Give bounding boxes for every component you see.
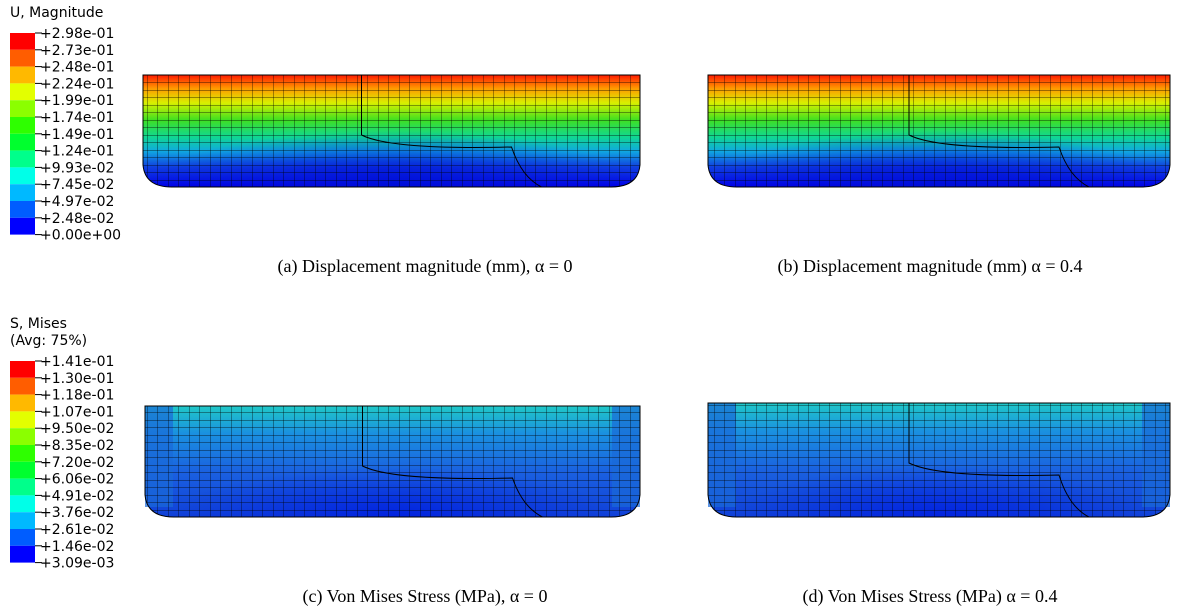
mesh — [144, 405, 641, 518]
legend-swatch — [10, 201, 35, 218]
legend-title: U, Magnitude — [10, 5, 103, 21]
mesh — [142, 74, 641, 188]
contact-outline — [908, 75, 1090, 188]
legend-label: +2.98e-01 — [40, 26, 114, 42]
legend-swatch — [10, 66, 35, 84]
legend-label: +1.74e-01 — [40, 110, 114, 126]
legend-label: +1.41e-01 — [40, 354, 114, 370]
legend-swatch — [10, 150, 35, 168]
legend-label: +2.73e-01 — [40, 43, 114, 59]
legend-label: +9.93e-02 — [40, 160, 114, 176]
legend-swatch — [10, 394, 35, 412]
legend-label: +1.18e-01 — [40, 388, 114, 404]
legend-swatch — [10, 217, 35, 235]
legend-label: +4.91e-02 — [40, 488, 114, 504]
legend-swatch — [10, 184, 35, 201]
legend-swatch — [10, 133, 35, 151]
legend-swatch — [10, 428, 35, 445]
legend-swatch — [10, 461, 35, 479]
legend-label: +1.07e-01 — [40, 404, 114, 420]
legend-label: +9.50e-02 — [40, 421, 114, 437]
legend-label: +1.30e-01 — [40, 371, 114, 387]
legend-label: +1.46e-02 — [40, 539, 114, 555]
legend-swatch — [10, 83, 35, 101]
legend-label: +8.35e-02 — [40, 438, 114, 454]
legend-swatch — [10, 512, 35, 529]
legend-swatch — [10, 117, 35, 134]
legend-swatch — [10, 167, 35, 185]
legend-swatch — [10, 100, 35, 117]
legend-label: +4.97e-02 — [40, 194, 114, 210]
legend-swatch — [10, 361, 35, 378]
legend-label: +0.00e+00 — [40, 228, 121, 244]
legend-label: +1.24e-01 — [40, 144, 114, 160]
contact-outline — [908, 403, 1090, 518]
legend-swatch — [10, 478, 35, 496]
mesh — [707, 402, 1171, 518]
legend-label: +2.61e-02 — [40, 522, 114, 538]
legend-swatch — [10, 495, 35, 513]
legend-swatch — [10, 411, 35, 429]
mesh — [707, 74, 1171, 188]
legend-title: (Avg: 75%) — [10, 333, 87, 349]
legend-label: +2.48e-01 — [40, 60, 114, 76]
contact-outline — [362, 406, 543, 518]
legend-label: +3.76e-02 — [40, 505, 114, 521]
contour-plot — [707, 74, 1171, 188]
legend-swatch — [10, 377, 35, 395]
legend-label: +7.45e-02 — [40, 177, 114, 193]
legend-label: +7.20e-02 — [40, 455, 114, 471]
legend-label: +3.09e-03 — [40, 556, 114, 572]
legend-swatch — [10, 49, 35, 67]
legend-label: +6.06e-02 — [40, 472, 114, 488]
caption: (b) Displacement magnitude (mm) α = 0.4 — [777, 256, 1082, 277]
legend-swatch — [10, 529, 35, 546]
legend-label: +1.99e-01 — [40, 93, 114, 109]
contour-plot — [707, 402, 1171, 518]
legend-label: +1.49e-01 — [40, 127, 114, 143]
legend-swatch — [10, 545, 35, 563]
legend-swatch — [10, 445, 35, 462]
contact-outline — [361, 75, 542, 188]
caption: (c) Von Mises Stress (MPa), α = 0 — [303, 586, 548, 607]
contour-plot — [142, 74, 641, 188]
legend-label: +2.48e-02 — [40, 211, 114, 227]
contour-plot — [144, 405, 641, 518]
caption: (a) Displacement magnitude (mm), α = 0 — [278, 256, 573, 277]
caption: (d) Von Mises Stress (MPa) α = 0.4 — [803, 586, 1058, 607]
legend-swatch — [10, 33, 35, 50]
legend-label: +2.24e-01 — [40, 76, 114, 92]
legend-title: S, Mises — [10, 316, 67, 332]
